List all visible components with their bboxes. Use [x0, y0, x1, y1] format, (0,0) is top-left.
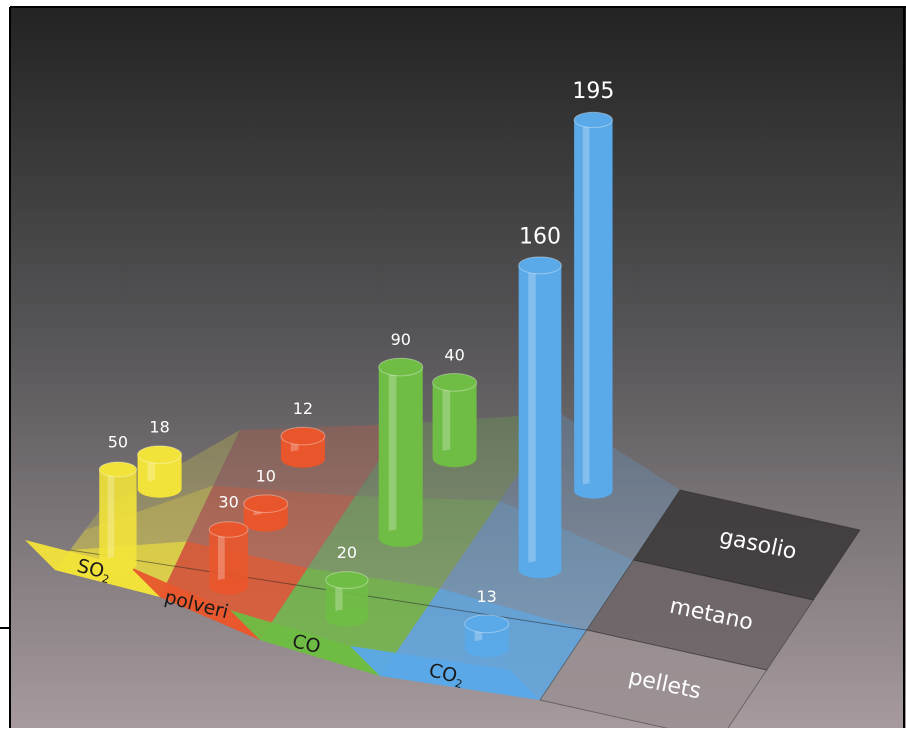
bar-top: [280, 426, 326, 446]
bar-base: [325, 609, 369, 627]
data-label-CO2-gasolio: 195: [572, 79, 614, 104]
bar-base: [464, 639, 509, 658]
bar-base: [518, 561, 562, 579]
data-label-CO-metano: 90: [391, 330, 411, 349]
bar-body: [432, 382, 477, 459]
category-strip-CO: [230, 610, 380, 676]
data-label-CO-gasolio: 40: [444, 345, 464, 364]
bar-CO2-gasolio: [573, 111, 614, 499]
bar-base: [209, 578, 248, 595]
data-label-polveri-pellets: 30: [218, 493, 238, 512]
bar-top: [518, 256, 562, 275]
bar-base: [378, 529, 423, 548]
bar-highlight: [147, 454, 156, 489]
bar-base: [243, 513, 288, 532]
bar-top: [208, 521, 249, 538]
bar-polveri-pellets: [208, 521, 249, 595]
category-strip-SO2: [25, 540, 160, 597]
bar-CO-metano: [378, 357, 424, 548]
bar-body: [518, 265, 562, 570]
chart-labels: gasoliometanopelletsSO2polveriCOCO218124…: [75, 79, 799, 705]
data-label-CO2-metano: 160: [519, 224, 561, 249]
data-label-CO-pellets: 20: [337, 543, 357, 562]
bar-top: [325, 571, 369, 590]
bar-highlight: [528, 265, 536, 570]
bar-SO2-pellets: [98, 461, 138, 573]
bar-CO-gasolio: [432, 373, 478, 468]
bar-top: [464, 614, 510, 634]
bar-base: [432, 449, 477, 468]
bar-top: [573, 111, 614, 129]
bar-highlight: [253, 503, 262, 523]
data-label-SO2-gasolio: 18: [149, 418, 169, 437]
legend-strip-pellets: [539, 629, 768, 732]
bar-highlight: [107, 469, 115, 565]
bar-body: [99, 469, 137, 565]
bar-base: [280, 450, 325, 468]
data-label-polveri-gasolio: 12: [293, 399, 313, 418]
bar-polveri-metano: [243, 494, 289, 532]
chart-bars: [98, 111, 614, 658]
bar-highlight: [335, 580, 343, 619]
bar-top: [137, 445, 183, 464]
bar-highlight: [442, 382, 451, 459]
bar-CO2-pellets: [464, 614, 510, 658]
bar-CO-pellets: [325, 571, 369, 627]
bar-SO2-gasolio: [137, 445, 183, 498]
bar-highlight: [217, 529, 225, 587]
bar-top: [378, 357, 424, 377]
bar-highlight: [388, 367, 397, 539]
bar-body: [574, 119, 613, 491]
bar-base: [99, 557, 137, 573]
bar-body: [378, 367, 423, 539]
bar-highlight: [290, 436, 299, 459]
bar-top: [98, 461, 138, 478]
data-label-CO2-pellets: 13: [476, 587, 496, 606]
data-label-SO2-pellets: 50: [108, 432, 128, 451]
bar-body: [209, 529, 248, 587]
bar-CO2-metano: [518, 256, 562, 579]
bar-top: [243, 494, 289, 514]
category-strip-CO2: [350, 646, 540, 700]
bar-base: [574, 483, 613, 499]
bar-polveri-gasolio: [280, 426, 326, 468]
category-strip-polveri: [130, 567, 260, 640]
data-label-polveri-metano: 10: [256, 467, 276, 486]
bar-base: [137, 480, 182, 498]
bar-top: [432, 373, 478, 392]
bar-highlight: [474, 623, 483, 649]
bar-highlight: [582, 119, 590, 491]
